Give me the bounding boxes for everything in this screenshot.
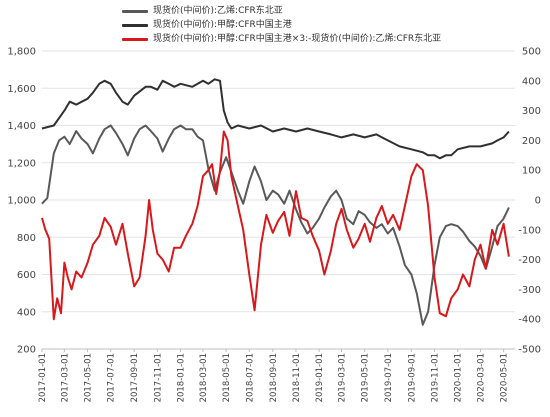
right-tick-label: 0 [535, 196, 541, 207]
series-line-methanol [41, 78, 510, 160]
left-tick-label: 1,800 [7, 47, 36, 58]
left-tick-label: 1,000 [7, 196, 36, 207]
right-tick-label: 500 [522, 47, 541, 58]
x-tick-label: 2019-01-01 [315, 353, 325, 402]
x-tick-label: 2019-05-01 [361, 353, 371, 402]
left-tick-label: 400 [17, 307, 36, 318]
x-tick-label: 2018-07-01 [245, 353, 255, 402]
legend-item-methanol: 现货价(中间价):甲醇:CFR中国主港 [122, 18, 441, 32]
x-tick-label: 2017-01-01 [38, 353, 48, 402]
left-tick-label: 1,200 [7, 158, 36, 169]
right-tick-label: -500 [518, 345, 541, 356]
x-tick-label: 2019-09-01 [407, 353, 417, 402]
x-tick-label: 2018-11-01 [292, 353, 302, 402]
left-tick-label: 1,600 [7, 84, 36, 95]
legend-swatch-ethylene [122, 9, 148, 13]
legend-label-spread: 现货价(中间价):甲醇:CFR中国主港×3:-现货价(中间价):乙烯:CFR东北… [153, 34, 442, 44]
series-line-spread [41, 130, 510, 321]
x-tick-label: 2020-05-01 [500, 353, 510, 402]
left-tick-label: 800 [17, 233, 36, 244]
x-tick-label: 2020-01-01 [454, 353, 464, 402]
x-tick-label: 2018-09-01 [269, 353, 279, 402]
legend-label-methanol: 现货价(中间价):甲醇:CFR中国主港 [153, 20, 292, 30]
x-tick-label: 2017-09-01 [130, 353, 140, 402]
legend-swatch-methanol [122, 23, 148, 27]
legend-item-ethylene: 现货价(中间价):乙烯:CFR东北亚 [122, 4, 441, 18]
right-tick-label: -100 [518, 225, 541, 236]
x-tick-label: 2017-07-01 [107, 353, 117, 402]
right-tick-label: -400 [518, 315, 541, 326]
x-tick-label: 2019-07-01 [384, 353, 394, 402]
x-tick-label: 2018-03-01 [199, 353, 209, 402]
series-line-ethylene [41, 124, 510, 326]
left-tick-label: 200 [17, 345, 36, 356]
x-tick-label: 2019-03-01 [338, 353, 348, 402]
x-tick-label: 2018-01-01 [177, 353, 187, 402]
legend: 现货价(中间价):乙烯:CFR东北亚 现货价(中间价):甲醇:CFR中国主港 现… [122, 4, 441, 46]
legend-swatch-spread [122, 37, 148, 41]
x-tick-label: 2017-03-01 [60, 353, 70, 402]
right-tick-label: 100 [522, 166, 541, 177]
x-tick-label: 2020-03-01 [476, 353, 486, 402]
x-tick-label: 2017-05-01 [84, 353, 94, 402]
x-tick-label: 2017-11-01 [153, 353, 163, 402]
left-tick-label: 600 [17, 270, 36, 281]
legend-item-spread: 现货价(中间价):甲醇:CFR中国主港×3:-现货价(中间价):乙烯:CFR东北… [122, 32, 441, 46]
right-tick-label: 300 [522, 106, 541, 117]
right-tick-label: 200 [522, 136, 541, 147]
x-tick-label: 2018-05-01 [222, 353, 232, 402]
right-tick-label: -200 [518, 255, 541, 266]
right-tick-label: 400 [522, 76, 541, 87]
x-tick-label: 2019-11-01 [431, 353, 441, 402]
left-tick-label: 1,400 [7, 121, 36, 132]
legend-label-ethylene: 现货价(中间价):乙烯:CFR东北亚 [153, 6, 283, 16]
right-tick-label: -300 [518, 285, 541, 296]
